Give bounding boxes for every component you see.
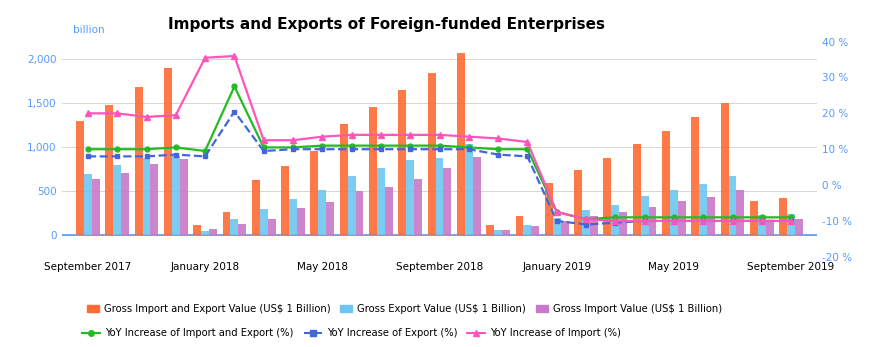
Bar: [84, 174, 92, 235]
Bar: [281, 166, 289, 235]
Bar: [113, 166, 121, 235]
Bar: [435, 159, 443, 235]
Text: billion: billion: [73, 25, 104, 35]
Bar: [369, 107, 377, 235]
Bar: [150, 164, 158, 235]
Bar: [340, 124, 348, 235]
Bar: [611, 205, 619, 235]
Bar: [640, 196, 648, 235]
Bar: [142, 158, 150, 235]
Bar: [201, 231, 209, 235]
Bar: [589, 216, 597, 235]
Bar: [134, 87, 142, 235]
Bar: [787, 214, 795, 235]
Bar: [377, 168, 385, 235]
Bar: [172, 156, 180, 235]
Bar: [121, 174, 129, 235]
Bar: [356, 191, 363, 235]
Bar: [632, 144, 640, 235]
Bar: [289, 199, 297, 235]
Bar: [238, 224, 246, 235]
Bar: [699, 184, 707, 235]
Bar: [76, 121, 84, 235]
Bar: [472, 157, 480, 235]
Bar: [728, 176, 736, 235]
Bar: [720, 103, 728, 235]
Bar: [795, 219, 802, 235]
Bar: [669, 190, 677, 235]
Bar: [164, 68, 172, 235]
Bar: [428, 73, 435, 235]
Bar: [736, 191, 744, 235]
Bar: [749, 202, 757, 235]
Bar: [779, 198, 787, 235]
Bar: [222, 212, 230, 235]
Bar: [180, 159, 188, 235]
Bar: [105, 105, 113, 235]
Bar: [310, 151, 318, 235]
Bar: [348, 176, 356, 235]
Bar: [661, 131, 669, 235]
Bar: [318, 190, 326, 235]
Bar: [493, 230, 501, 235]
Bar: [252, 180, 260, 235]
Bar: [260, 209, 268, 235]
Bar: [457, 53, 464, 235]
Bar: [414, 179, 421, 235]
Bar: [230, 219, 238, 235]
Bar: [581, 210, 589, 235]
Bar: [326, 202, 334, 235]
Bar: [523, 225, 531, 235]
Bar: [406, 160, 414, 235]
Legend: YoY Increase of Import and Export (%), YoY Increase of Export (%), YoY Increase : YoY Increase of Import and Export (%), Y…: [78, 324, 624, 342]
Bar: [92, 179, 100, 235]
Bar: [765, 220, 773, 235]
Bar: [573, 170, 581, 235]
Text: Imports and Exports of Foreign-funded Enterprises: Imports and Exports of Foreign-funded En…: [168, 17, 605, 32]
Bar: [297, 208, 305, 235]
Bar: [193, 225, 201, 235]
Bar: [443, 168, 451, 235]
Legend: Gross Import and Export Value (US$ 1 Billion), Gross Export Value (US$ 1 Billion: Gross Import and Export Value (US$ 1 Bil…: [83, 300, 725, 318]
Bar: [515, 215, 523, 235]
Bar: [544, 183, 552, 235]
Bar: [677, 202, 685, 235]
Bar: [560, 221, 568, 235]
Bar: [552, 218, 560, 235]
Bar: [603, 159, 611, 235]
Bar: [385, 187, 392, 235]
Bar: [268, 219, 276, 235]
Bar: [648, 207, 656, 235]
Bar: [464, 144, 472, 235]
Bar: [707, 197, 715, 235]
Bar: [531, 226, 539, 235]
Bar: [691, 117, 699, 235]
Bar: [757, 215, 765, 235]
Bar: [209, 229, 217, 235]
Bar: [486, 225, 493, 235]
Bar: [501, 230, 509, 235]
Bar: [398, 90, 406, 235]
Bar: [619, 212, 627, 235]
